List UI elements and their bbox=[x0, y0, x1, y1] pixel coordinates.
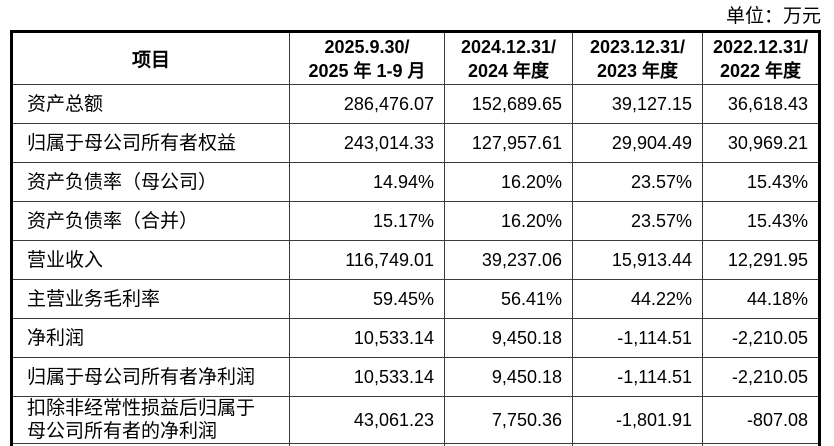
value-cell: 44.18% bbox=[702, 279, 820, 319]
value-cell: 9,450.18 bbox=[444, 318, 573, 358]
financial-summary-table: 项目 2025.9.30/ 2025 年 1-9 月 2024.12.31/ 2… bbox=[10, 30, 821, 446]
value-cell: 15.43% bbox=[702, 162, 820, 202]
table-row-partial bbox=[11, 443, 820, 446]
table-row-net-profit: 净利润 10,533.14 9,450.18 -1,114.51 -2,210.… bbox=[11, 318, 820, 358]
value-cell: 56.41% bbox=[444, 279, 573, 319]
value-cell: 59.45% bbox=[289, 279, 445, 319]
value-cell: 10,533.14 bbox=[289, 357, 445, 397]
value-cell: 116,749.01 bbox=[289, 240, 445, 280]
value-cell: 23.57% bbox=[572, 162, 703, 202]
value-cell: 44.22% bbox=[572, 279, 703, 319]
row-label: 资产负债率（母公司） bbox=[11, 162, 290, 202]
value-cell: 36,618.43 bbox=[702, 84, 820, 124]
value-cell: 15.17% bbox=[289, 201, 445, 241]
table-row-non-recurring-net-profit: 扣除非经常性损益后归属于 母公司所有者的净利润 43,061.23 7,750.… bbox=[11, 396, 820, 444]
value-cell: 127,957.61 bbox=[444, 123, 573, 163]
value-cell: -1,114.51 bbox=[572, 357, 703, 397]
table-row-operating-revenue: 营业收入 116,749.01 39,237.06 15,913.44 12,2… bbox=[11, 240, 820, 280]
table-row-total-assets: 资产总额 286,476.07 152,689.65 39,127.15 36,… bbox=[11, 84, 820, 124]
value-cell: -2,210.05 bbox=[702, 357, 820, 397]
value-cell: 43,061.23 bbox=[289, 396, 445, 444]
column-header-period-2025: 2025.9.30/ 2025 年 1-9 月 bbox=[289, 31, 445, 85]
value-cell: 243,014.33 bbox=[289, 123, 445, 163]
value-cell: 7,750.36 bbox=[444, 396, 573, 444]
value-cell: 15.43% bbox=[702, 201, 820, 241]
table-row-debt-ratio-consolidated: 资产负债率（合并） 15.17% 16.20% 23.57% 15.43% bbox=[11, 201, 820, 241]
row-label: 资产负债率（合并） bbox=[11, 201, 290, 241]
column-header-period-2023: 2023.12.31/ 2023 年度 bbox=[572, 31, 703, 85]
value-cell: 16.20% bbox=[444, 201, 573, 241]
value-cell: -807.08 bbox=[702, 396, 820, 444]
value-cell: 286,476.07 bbox=[289, 84, 445, 124]
table-row-parent-net-profit: 归属于母公司所有者净利润 10,533.14 9,450.18 -1,114.5… bbox=[11, 357, 820, 397]
header-row: 项目 2025.9.30/ 2025 年 1-9 月 2024.12.31/ 2… bbox=[11, 31, 820, 85]
table-row-parent-equity: 归属于母公司所有者权益 243,014.33 127,957.61 29,904… bbox=[11, 123, 820, 163]
table-row-gross-margin: 主营业务毛利率 59.45% 56.41% 44.22% 44.18% bbox=[11, 279, 820, 319]
row-label: 净利润 bbox=[11, 318, 290, 358]
value-cell: 39,127.15 bbox=[572, 84, 703, 124]
row-label: 主营业务毛利率 bbox=[11, 279, 290, 319]
row-label: 扣除非经常性损益后归属于 母公司所有者的净利润 bbox=[11, 396, 290, 444]
column-header-item: 项目 bbox=[11, 31, 290, 85]
unit-label: 单位：万元 bbox=[725, 6, 821, 27]
value-cell: 10,533.14 bbox=[289, 318, 445, 358]
column-header-period-2022: 2022.12.31/ 2022 年度 bbox=[702, 31, 820, 85]
value-cell: 14.94% bbox=[289, 162, 445, 202]
value-cell: 16.20% bbox=[444, 162, 573, 202]
row-label: 资产总额 bbox=[11, 84, 290, 124]
row-label: 归属于母公司所有者净利润 bbox=[11, 357, 290, 397]
value-cell: -1,114.51 bbox=[572, 318, 703, 358]
table-row-debt-ratio-parent: 资产负债率（母公司） 14.94% 16.20% 23.57% 15.43% bbox=[11, 162, 820, 202]
value-cell: 15,913.44 bbox=[572, 240, 703, 280]
value-cell: 39,237.06 bbox=[444, 240, 573, 280]
value-cell: 23.57% bbox=[572, 201, 703, 241]
value-cell: 29,904.49 bbox=[572, 123, 703, 163]
value-cell: 30,969.21 bbox=[702, 123, 820, 163]
column-header-period-2024: 2024.12.31/ 2024 年度 bbox=[444, 31, 573, 85]
value-cell: 152,689.65 bbox=[444, 84, 573, 124]
row-label: 归属于母公司所有者权益 bbox=[11, 123, 290, 163]
value-cell: 12,291.95 bbox=[702, 240, 820, 280]
value-cell: -1,801.91 bbox=[572, 396, 703, 444]
row-label: 营业收入 bbox=[11, 240, 290, 280]
value-cell: 9,450.18 bbox=[444, 357, 573, 397]
value-cell: -2,210.05 bbox=[702, 318, 820, 358]
